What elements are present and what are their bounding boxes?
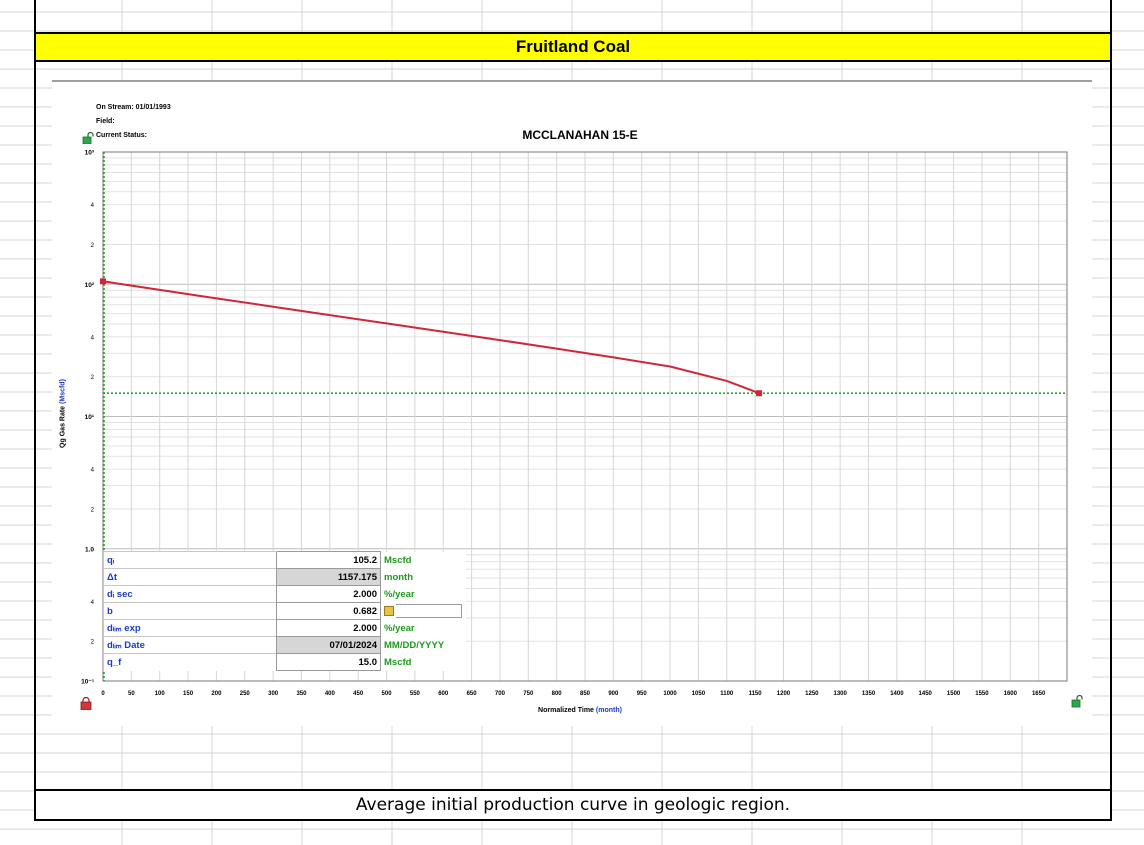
x-axis-unit: (month) (595, 707, 622, 714)
curve-endpoint-marker[interactable] (100, 278, 106, 285)
param-name: b (103, 602, 277, 620)
x-tick-label: 1450 (919, 691, 933, 697)
param-unit: month (380, 568, 466, 586)
y-tick-label: 1.0 (85, 546, 94, 553)
x-tick-label: 600 (438, 691, 449, 697)
x-tick-label: 1100 (720, 691, 734, 697)
x-tick-label: 200 (211, 691, 222, 697)
param-value-field[interactable]: 1157.175 (276, 568, 381, 586)
param-value-field[interactable]: 07/01/2024 (276, 636, 381, 654)
x-tick-label: 450 (353, 691, 364, 697)
param-unit: MM/DD/YYYY (380, 636, 466, 654)
lock-icon[interactable] (80, 696, 92, 710)
param-name: qᵢ (103, 551, 277, 569)
x-tick-label: 1250 (805, 691, 819, 697)
b-factor-dropdown[interactable] (396, 604, 462, 618)
x-tick-label: 250 (240, 691, 251, 697)
x-axis-label: Normalized Time (month) (538, 707, 622, 714)
param-unit-cell (380, 602, 466, 620)
param-row: dₗᵢₘ exp 2.000 %/year (103, 619, 466, 637)
x-tick-label: 300 (268, 691, 279, 697)
y-minor-tick-label: 2 (91, 507, 95, 513)
x-tick-label: 850 (580, 691, 591, 697)
param-name: dₗᵢₘ exp (103, 619, 277, 637)
x-tick-label: 1600 (1004, 691, 1018, 697)
y-minor-tick-label: 4 (91, 468, 95, 474)
param-value-field[interactable]: 15.0 (276, 653, 381, 671)
decline-parameters-table: qᵢ 105.2 Mscfd Δt 1157.175 month dᵢ sec 2.000 %/… (103, 551, 466, 671)
x-tick-label: 0 (101, 691, 105, 697)
x-tick-label: 150 (183, 691, 194, 697)
x-tick-label: 1000 (663, 691, 677, 697)
param-value-field[interactable]: 0.682 (276, 602, 381, 620)
sheet-frame (34, 0, 1112, 820)
param-value-field[interactable]: 105.2 (276, 551, 381, 569)
param-row: qᵢ 105.2 Mscfd (103, 551, 466, 569)
x-tick-label: 1200 (777, 691, 791, 697)
x-tick-label: 700 (495, 691, 506, 697)
param-value-field[interactable]: 2.000 (276, 619, 381, 637)
y-tick-label: 10³ (85, 150, 95, 157)
decline-curve (102, 280, 760, 395)
x-tick-label: 400 (325, 691, 336, 697)
x-tick-label: 1350 (862, 691, 876, 697)
y-tick-label: 10⁻¹ (81, 679, 94, 686)
x-tick-label: 350 (296, 691, 307, 697)
y-minor-tick-label: 2 (91, 640, 95, 646)
param-unit: %/year (380, 585, 466, 603)
param-value-field[interactable]: 2.000 (276, 585, 381, 603)
param-row: b 0.682 (103, 602, 466, 620)
plot-border (102, 151, 1068, 682)
y-minor-tick-label: 4 (91, 335, 95, 341)
param-row: Δt 1157.175 month (103, 568, 466, 586)
x-tick-label: 1300 (833, 691, 847, 697)
param-unit: %/year (380, 619, 466, 637)
param-name: Δt (103, 568, 277, 586)
x-tick-label: 900 (608, 691, 619, 697)
on-stream-label: On Stream: 01/01/1993 (96, 104, 171, 111)
x-tick-label: 1400 (890, 691, 904, 697)
x-tick-label: 100 (155, 691, 166, 697)
x-tick-label: 1050 (692, 691, 706, 697)
x-tick-label: 1500 (947, 691, 961, 697)
x-tick-label: 750 (523, 691, 534, 697)
param-row: q_f 15.0 Mscfd (103, 653, 466, 671)
x-tick-label: 550 (410, 691, 421, 697)
param-name: dᵢ sec (103, 585, 277, 603)
curve-endpoint-marker[interactable] (756, 390, 763, 397)
y-minor-tick-label: 2 (91, 375, 95, 381)
x-tick-label: 950 (637, 691, 648, 697)
x-tick-label: 1550 (975, 691, 989, 697)
y-minor-tick-label: 4 (91, 600, 95, 606)
param-unit: Mscfd (380, 551, 466, 569)
sheet-header-title[interactable]: Fruitland Coal (34, 32, 1112, 62)
x-tick-label: 1150 (749, 691, 763, 697)
param-row: dₗᵢₘ Date 07/01/2024 MM/DD/YYYY (103, 636, 466, 654)
param-name: dₗᵢₘ Date (103, 636, 277, 654)
b-factor-icon[interactable] (384, 606, 394, 616)
x-tick-label: 50 (128, 691, 135, 697)
field-label: Field: (96, 118, 115, 125)
x-tick-label: 650 (467, 691, 478, 697)
x-tick-label: 1650 (1032, 691, 1046, 697)
y-tick-label: 10¹ (85, 414, 94, 421)
current-status-label: Current Status: (96, 132, 147, 139)
y-tick-label: 10² (85, 282, 95, 289)
param-unit: Mscfd (380, 653, 466, 671)
x-tick-label: 800 (552, 691, 563, 697)
param-name: q_f (103, 653, 277, 671)
x-tick-label: 500 (382, 691, 393, 697)
chart-title: MCCLANAHAN 15-E (522, 128, 638, 142)
y-minor-tick-label: 4 (91, 203, 95, 209)
unlock-icon[interactable] (1071, 694, 1083, 708)
sheet-caption[interactable]: Average initial production curve in geol… (34, 789, 1112, 821)
param-row: dᵢ sec 2.000 %/year (103, 585, 466, 603)
y-minor-tick-label: 2 (91, 243, 95, 249)
chart-panel-divider (52, 80, 1092, 82)
